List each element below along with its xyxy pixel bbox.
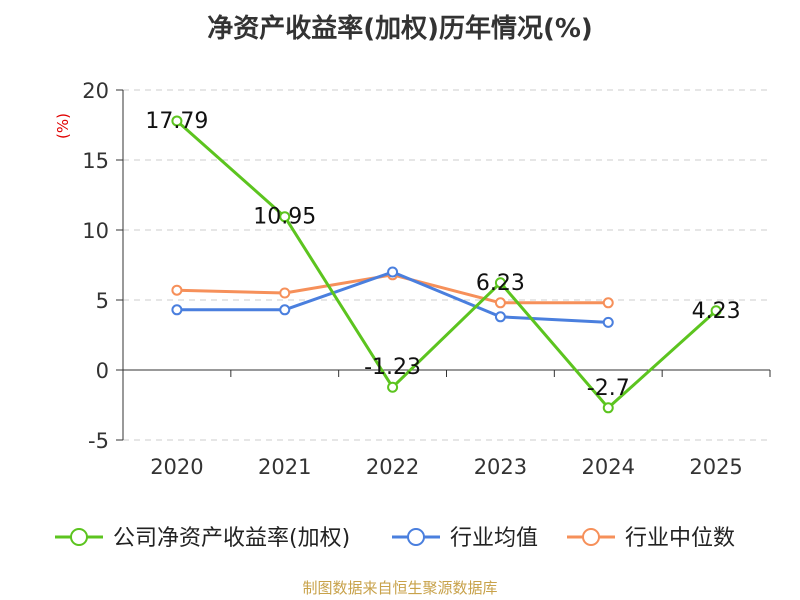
- data-point: [710, 305, 722, 317]
- chart-title: 净资产收益率(加权)历年情况(%): [207, 14, 593, 44]
- y-tick-label: 0: [96, 359, 109, 383]
- x-tick-label: 2023: [474, 455, 527, 479]
- data-point: [279, 211, 291, 223]
- x-tick-label: 2022: [366, 455, 419, 479]
- y-tick-label: 15: [82, 149, 109, 173]
- data-label: -2.7: [587, 376, 630, 401]
- legend-marker: [407, 528, 425, 546]
- legend-label: 行业中位数: [625, 526, 735, 551]
- y-tick-label: 20: [82, 79, 109, 103]
- data-labels: 17.79 10.95 -1.23 6.23 -2.7 4.23: [145, 109, 740, 401]
- grid-lines: [123, 89, 770, 441]
- data-point: [494, 311, 506, 323]
- data-point: [602, 297, 614, 309]
- data-source-note: 制图数据来自恒生聚源数据库: [302, 579, 498, 597]
- legend-marker: [70, 528, 88, 546]
- legend-marker: [582, 528, 600, 546]
- data-point: [171, 304, 183, 316]
- data-point: [171, 284, 183, 296]
- y-tick-label: 5: [96, 289, 109, 313]
- data-point: [602, 402, 614, 414]
- series-line: [175, 119, 718, 410]
- data-point: [279, 287, 291, 299]
- data-point: [494, 277, 506, 289]
- data-point: [387, 266, 399, 278]
- data-point: [279, 304, 291, 316]
- y-axis-label: (%): [54, 113, 72, 139]
- x-tick-label: 2024: [582, 455, 635, 479]
- data-point: [602, 316, 614, 328]
- data-label: 10.95: [253, 205, 316, 230]
- data-point: [494, 297, 506, 309]
- legend: 公司净资产收益率(加权) 行业均值 行业中位数: [55, 526, 735, 551]
- data-label: 4.23: [692, 299, 741, 324]
- data-point: [171, 115, 183, 127]
- y-tick-label: -5: [88, 429, 109, 453]
- data-label: 6.23: [476, 271, 525, 296]
- y-tick-label: 10: [82, 219, 109, 243]
- data-label: -1.23: [364, 355, 421, 380]
- x-tick-label: 2020: [150, 455, 203, 479]
- series-layer: [171, 115, 722, 414]
- data-point: [387, 381, 399, 393]
- x-tick-label: 2021: [258, 455, 311, 479]
- data-label: 17.79: [145, 109, 208, 134]
- legend-label: 行业均值: [450, 526, 538, 551]
- x-tick-label: 2025: [689, 455, 742, 479]
- legend-label: 公司净资产收益率(加权): [113, 526, 350, 551]
